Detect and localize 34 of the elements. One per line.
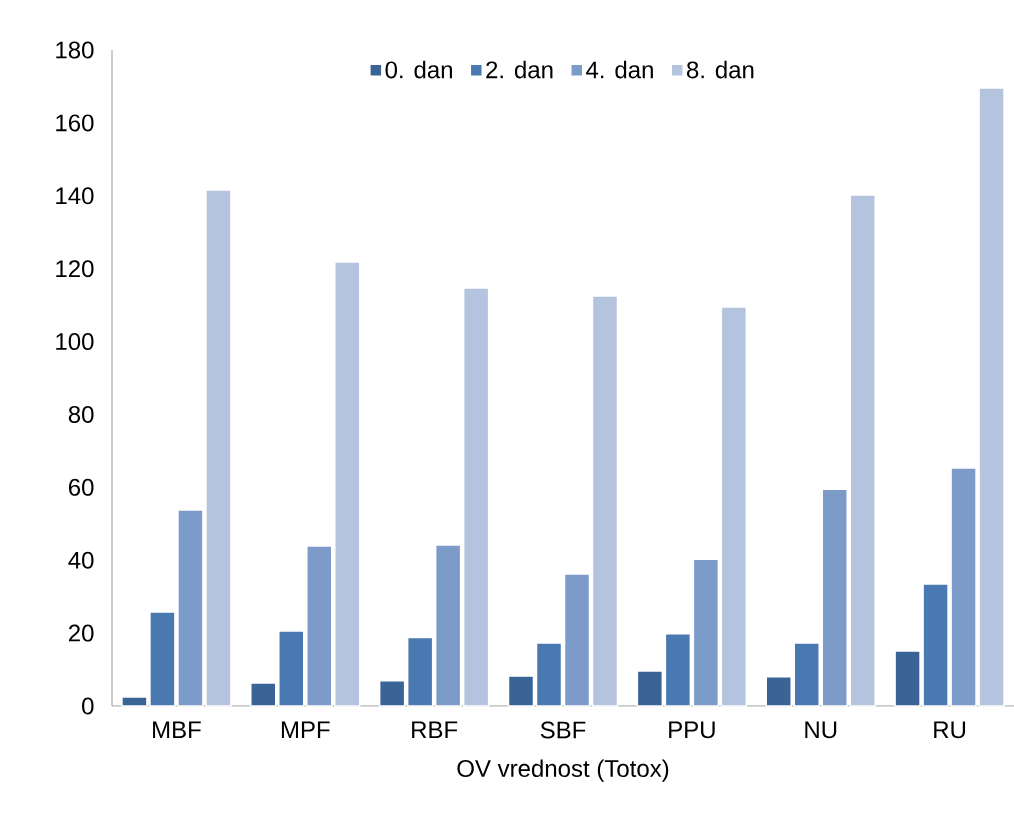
- bar: [535, 642, 563, 707]
- legend-label: 4. dan: [586, 60, 653, 79]
- legend-label: 8. dan: [686, 60, 754, 79]
- bar: [636, 670, 664, 707]
- y-tick-label: 80: [68, 405, 94, 423]
- bar: [434, 544, 462, 707]
- x-tick-label: SBF: [540, 721, 586, 739]
- x-tick-label: NU: [805, 721, 837, 739]
- bar: [406, 636, 434, 707]
- y-tick-label: 160: [56, 114, 94, 132]
- x-tick-label: PPU: [669, 721, 715, 739]
- legend-label: 2. dan: [486, 60, 553, 79]
- x-axis-title: OV vrednost (Totox): [457, 759, 669, 782]
- y-tick-label: 40: [68, 551, 94, 569]
- x-tick-label: RBF: [412, 721, 458, 739]
- x-tick-label: RU: [934, 721, 966, 739]
- y-tick-label: 100: [56, 333, 94, 351]
- bar: [563, 573, 591, 707]
- bar: [664, 633, 692, 707]
- y-tick-label: 140: [56, 187, 94, 205]
- legend-label: 0. dan: [385, 60, 452, 79]
- bar: [462, 287, 490, 707]
- y-tick-label: 60: [69, 478, 94, 496]
- y-tick-label: 0: [82, 697, 94, 715]
- bar: [591, 295, 619, 707]
- x-tick-label: MPF: [281, 721, 330, 739]
- y-tick-label: 180: [56, 41, 94, 59]
- y-tick-label: 120: [56, 260, 94, 278]
- bar: [507, 675, 535, 707]
- bar: [692, 558, 720, 707]
- y-tick-label: 20: [68, 624, 94, 642]
- x-tick-label: MBF: [153, 721, 201, 739]
- bar: [378, 680, 406, 707]
- bar: [720, 306, 748, 707]
